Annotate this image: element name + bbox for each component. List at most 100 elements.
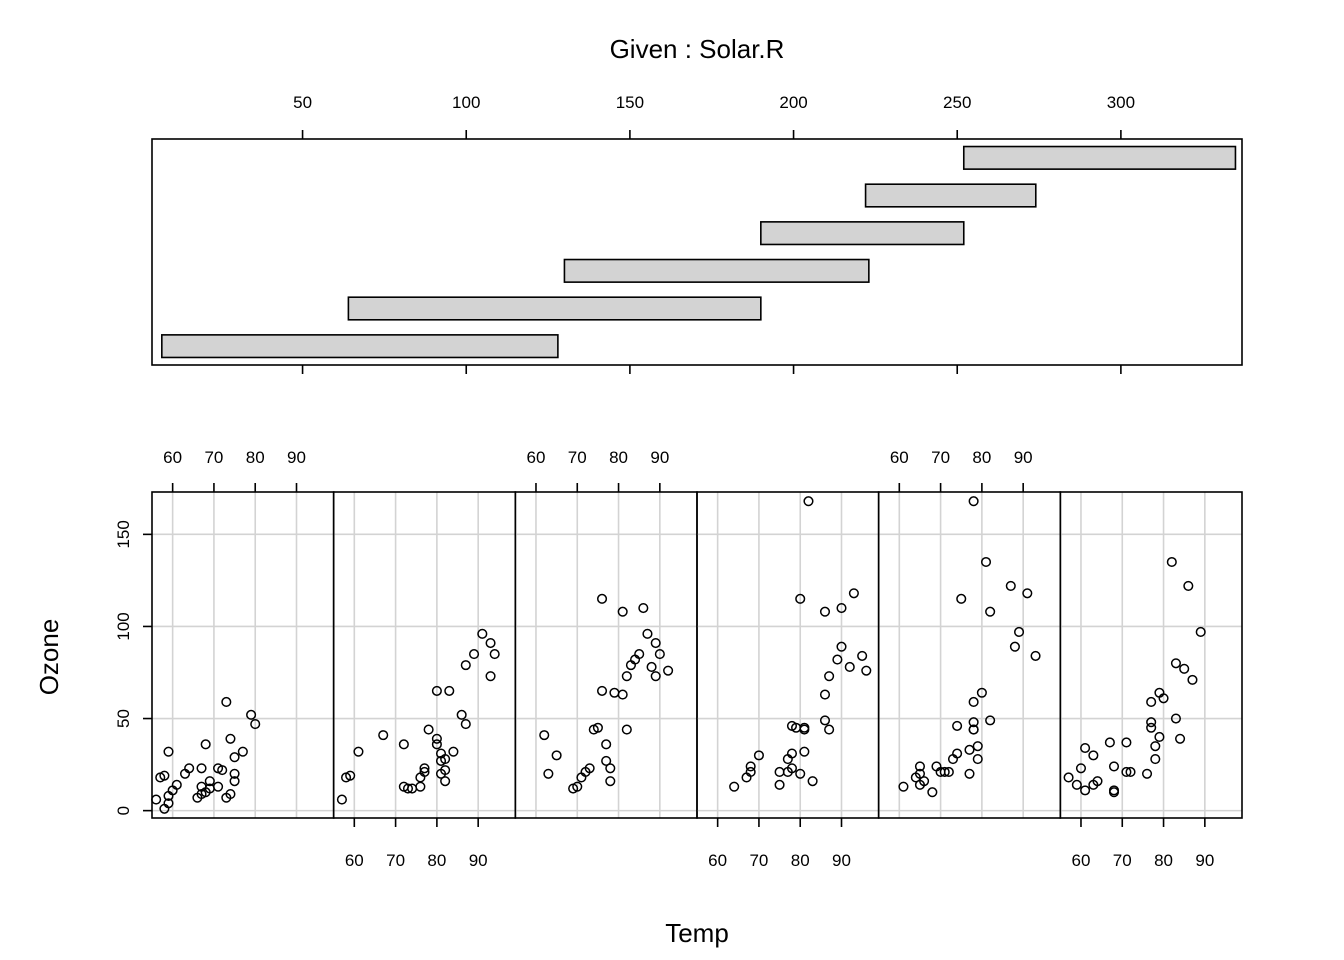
given-interval-bar: [962, 145, 1237, 170]
data-point: [477, 628, 488, 639]
data-point: [819, 715, 831, 726]
data-point: [402, 783, 414, 794]
data-point: [485, 671, 496, 682]
data-point: [440, 776, 451, 787]
data-point: [638, 602, 649, 614]
data-point: [1080, 785, 1091, 796]
data-point: [1195, 626, 1206, 638]
given-tick-label: 300: [1107, 93, 1135, 112]
data-point: [1141, 768, 1153, 779]
data-point: [621, 671, 632, 682]
data-point: [663, 665, 674, 676]
data-point: [836, 641, 847, 652]
data-point: [225, 733, 236, 744]
data-point: [431, 739, 442, 750]
data-point: [786, 763, 798, 774]
data-point: [952, 720, 963, 731]
data-point: [163, 798, 174, 809]
given-tick-label: 100: [452, 93, 480, 112]
data-point: [972, 754, 983, 765]
x-tick-label: 80: [972, 448, 991, 467]
data-point: [799, 722, 810, 733]
data-point: [795, 768, 806, 779]
x-tick-label: 80: [427, 851, 446, 870]
data-point: [444, 685, 455, 696]
data-point: [898, 781, 909, 792]
data-point: [543, 768, 554, 779]
data-point: [943, 766, 954, 778]
data-point: [1005, 580, 1016, 591]
data-point: [1022, 588, 1033, 599]
y-tick-label: 50: [114, 709, 133, 728]
data-point: [617, 689, 628, 700]
data-point: [572, 781, 583, 792]
data-point: [861, 665, 872, 676]
data-point: [605, 763, 616, 774]
data-point: [844, 661, 855, 673]
x-tick-label: 90: [650, 448, 669, 467]
data-point: [551, 750, 562, 761]
data-point: [745, 766, 756, 778]
panel-frame: [151, 491, 335, 819]
data-point: [456, 709, 467, 720]
data-point: [956, 593, 967, 604]
data-point: [398, 739, 409, 750]
data-point: [774, 779, 785, 790]
data-point: [353, 746, 364, 757]
data-point: [952, 748, 963, 759]
data-point: [171, 779, 182, 790]
data-point: [919, 776, 930, 787]
data-point: [968, 724, 979, 735]
data-point: [1170, 713, 1181, 724]
data-point: [419, 763, 430, 774]
x-tick-label: 60: [527, 448, 546, 467]
x-tick-label: 90: [1014, 448, 1033, 467]
y-tick-label: 100: [114, 612, 133, 640]
x-tick-label: 70: [386, 851, 405, 870]
x-tick-label: 70: [749, 851, 768, 870]
panel-frame: [1059, 491, 1243, 819]
x-tick-label: 60: [708, 851, 727, 870]
data-point: [927, 787, 938, 798]
data-point: [848, 588, 859, 599]
data-point: [539, 730, 550, 741]
data-point: [914, 761, 926, 772]
data-point: [237, 746, 248, 757]
data-point: [1146, 722, 1157, 733]
data-point: [250, 719, 261, 730]
data-point: [807, 776, 818, 787]
y-tick-label: 0: [114, 806, 133, 815]
data-point: [163, 746, 174, 757]
data-point: [448, 746, 459, 757]
data-point: [985, 715, 996, 726]
data-point: [213, 781, 224, 792]
data-point: [221, 696, 232, 708]
data-point: [225, 789, 236, 800]
data-point: [468, 649, 480, 660]
data-point: [204, 776, 215, 787]
panel-frame: [332, 491, 517, 819]
scatter-panel: 60 70 80 90: [332, 491, 517, 870]
given-interval-bar: [161, 334, 559, 359]
given-tick-label: 250: [943, 93, 971, 112]
data-point: [431, 685, 442, 696]
data-point: [489, 649, 500, 660]
given-interval-bar: [347, 296, 762, 321]
given-frame: [151, 138, 1243, 366]
data-point: [336, 794, 347, 805]
data-point: [1075, 763, 1087, 774]
x-tick-label: 70: [204, 448, 223, 467]
data-point: [968, 696, 979, 708]
data-point: [435, 768, 447, 779]
data-point: [601, 755, 612, 766]
given-interval-bar: [864, 183, 1037, 208]
data-point: [460, 660, 471, 671]
data-point: [1108, 761, 1120, 772]
data-point: [1088, 750, 1099, 761]
data-point: [824, 671, 835, 682]
x-tick-label: 80: [1154, 851, 1173, 870]
data-point: [972, 741, 983, 752]
data-point: [1092, 776, 1103, 787]
data-point: [440, 754, 451, 765]
scatter-panel: 60 70 80 90: [877, 448, 1062, 819]
